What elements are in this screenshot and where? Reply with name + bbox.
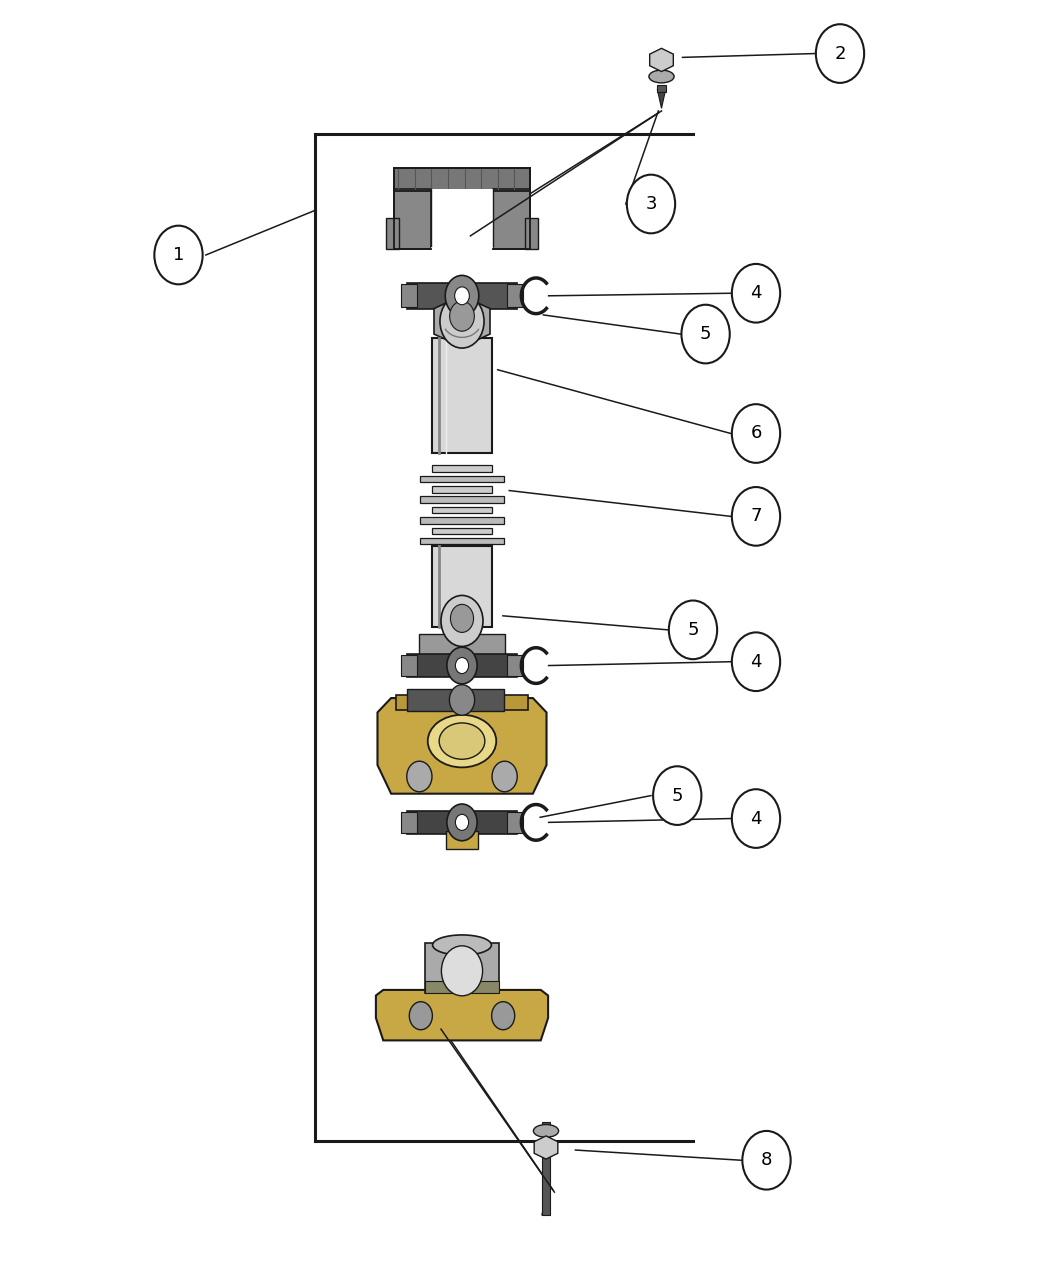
Circle shape (491, 1002, 514, 1030)
Bar (425, 942, 499, 993)
Circle shape (732, 404, 780, 463)
Circle shape (440, 295, 484, 348)
Circle shape (449, 685, 475, 715)
Bar (507, 655, 524, 676)
Bar (386, 218, 399, 249)
Bar (407, 811, 517, 834)
Bar (432, 507, 492, 514)
Bar (420, 518, 504, 524)
Text: 7: 7 (751, 507, 761, 525)
Bar (407, 654, 517, 677)
Bar (397, 695, 527, 709)
Circle shape (410, 1002, 433, 1030)
Circle shape (450, 604, 474, 632)
Bar (419, 634, 505, 657)
Circle shape (445, 275, 479, 316)
Bar (525, 218, 538, 249)
Text: 6: 6 (751, 425, 761, 442)
Bar (657, 85, 666, 92)
Text: 8: 8 (761, 1151, 772, 1169)
Text: 5: 5 (688, 621, 698, 639)
Bar (494, 189, 530, 249)
Circle shape (732, 264, 780, 323)
Ellipse shape (433, 935, 491, 955)
Ellipse shape (439, 723, 485, 760)
Text: 1: 1 (173, 246, 184, 264)
Circle shape (456, 658, 468, 673)
Polygon shape (376, 989, 548, 1040)
Circle shape (816, 24, 864, 83)
Ellipse shape (427, 715, 497, 768)
Bar (420, 476, 504, 482)
Text: 4: 4 (751, 284, 761, 302)
Bar (420, 538, 504, 544)
Polygon shape (434, 296, 490, 347)
Bar (394, 168, 530, 191)
Circle shape (447, 648, 477, 683)
Bar (432, 546, 492, 627)
Polygon shape (650, 48, 673, 71)
Circle shape (441, 946, 483, 996)
Circle shape (492, 761, 518, 792)
Ellipse shape (649, 70, 674, 83)
Circle shape (455, 287, 469, 305)
Circle shape (732, 487, 780, 546)
Polygon shape (542, 1196, 550, 1215)
Bar (401, 812, 418, 833)
Text: 4: 4 (751, 653, 761, 671)
Text: 2: 2 (835, 45, 845, 62)
Text: 5: 5 (700, 325, 711, 343)
Circle shape (742, 1131, 791, 1190)
Circle shape (627, 175, 675, 233)
Circle shape (732, 789, 780, 848)
Bar (432, 486, 492, 492)
Circle shape (456, 815, 468, 830)
Polygon shape (378, 699, 546, 793)
Bar (430, 189, 494, 249)
Bar (446, 831, 478, 849)
Text: 3: 3 (646, 195, 656, 213)
Circle shape (406, 761, 432, 792)
Bar (407, 283, 517, 309)
Bar (507, 284, 524, 307)
Polygon shape (534, 1136, 558, 1159)
Text: 4: 4 (751, 810, 761, 827)
Circle shape (154, 226, 203, 284)
Bar (401, 284, 418, 307)
Bar (507, 812, 524, 833)
Ellipse shape (533, 1125, 559, 1137)
Text: 5: 5 (672, 787, 682, 805)
Circle shape (732, 632, 780, 691)
Circle shape (441, 595, 483, 646)
Bar (432, 528, 492, 534)
Circle shape (681, 305, 730, 363)
Bar (542, 1122, 550, 1215)
Bar (407, 688, 504, 711)
Circle shape (653, 766, 701, 825)
Circle shape (669, 601, 717, 659)
Bar (425, 980, 499, 993)
Bar (432, 465, 492, 472)
Bar (432, 338, 492, 453)
Bar (394, 189, 430, 249)
Circle shape (449, 301, 475, 332)
Bar (420, 496, 504, 504)
Polygon shape (657, 89, 666, 108)
Circle shape (447, 805, 477, 840)
Bar (401, 655, 418, 676)
